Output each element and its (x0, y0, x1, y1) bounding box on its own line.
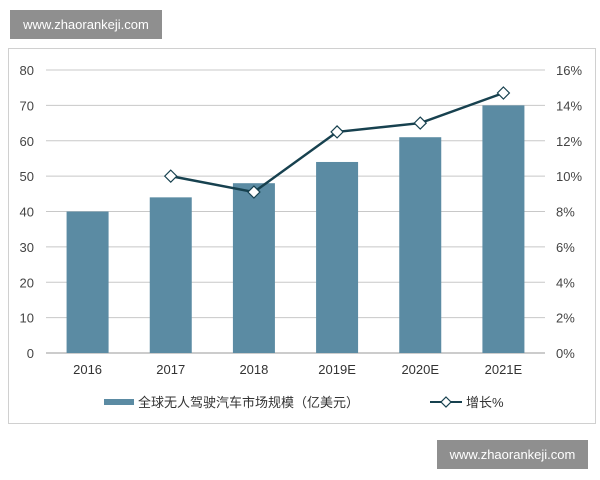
y-left-tick-label: 0 (27, 346, 34, 361)
y-right-tick-label: 14% (556, 98, 582, 113)
y-right-tick-label: 0% (556, 346, 575, 361)
legend-line: 增长% (430, 392, 504, 411)
y-right-tick-label: 6% (556, 240, 575, 255)
y-left-tick-label: 50 (20, 169, 34, 184)
bar (66, 211, 109, 353)
bar (149, 197, 192, 353)
bar (232, 183, 275, 353)
y-right-tick-label: 16% (556, 63, 582, 78)
bar (399, 137, 442, 353)
y-right-tick-label: 2% (556, 311, 575, 326)
y-left-tick-label: 40 (20, 205, 34, 220)
watermark-bottom: www.zhaorankeji.com (437, 440, 588, 469)
legend-bar: 全球无人驾驶汽车市场规模（亿美元） (104, 392, 359, 411)
growth-point (247, 185, 261, 199)
legend-line-swatch (430, 395, 462, 408)
legend-line-label: 增长% (466, 395, 504, 410)
growth-point (496, 86, 511, 100)
chart-frame (8, 48, 596, 424)
x-tick-label: 2018 (239, 362, 268, 377)
y-left-tick-label: 60 (20, 134, 34, 149)
y-left-tick-label: 20 (20, 275, 34, 290)
y-right-tick-label: 4% (556, 275, 575, 290)
y-right-tick-label: 8% (556, 205, 575, 220)
bar (482, 105, 525, 353)
y-left-tick-label: 80 (20, 63, 34, 78)
y-left-tick-label: 10 (20, 311, 34, 326)
x-tick-label: 2021E (485, 362, 523, 377)
growth-point (163, 169, 178, 183)
x-tick-label: 2020E (401, 362, 439, 377)
legend-bar-swatch (104, 398, 134, 405)
watermark-top: www.zhaorankeji.com (10, 10, 162, 39)
y-right-tick-label: 12% (556, 134, 582, 149)
y-right-tick-label: 10% (556, 169, 582, 184)
legend-bar-label: 全球无人驾驶汽车市场规模（亿美元） (138, 395, 360, 410)
growth-point (330, 125, 344, 139)
y-left-tick-label: 70 (20, 98, 34, 113)
bar (316, 161, 359, 353)
x-tick-label: 2019E (318, 362, 356, 377)
growth-point (413, 116, 428, 130)
x-tick-label: 2016 (73, 362, 102, 377)
x-tick-label: 2017 (156, 362, 185, 377)
y-left-tick-label: 30 (20, 240, 34, 255)
